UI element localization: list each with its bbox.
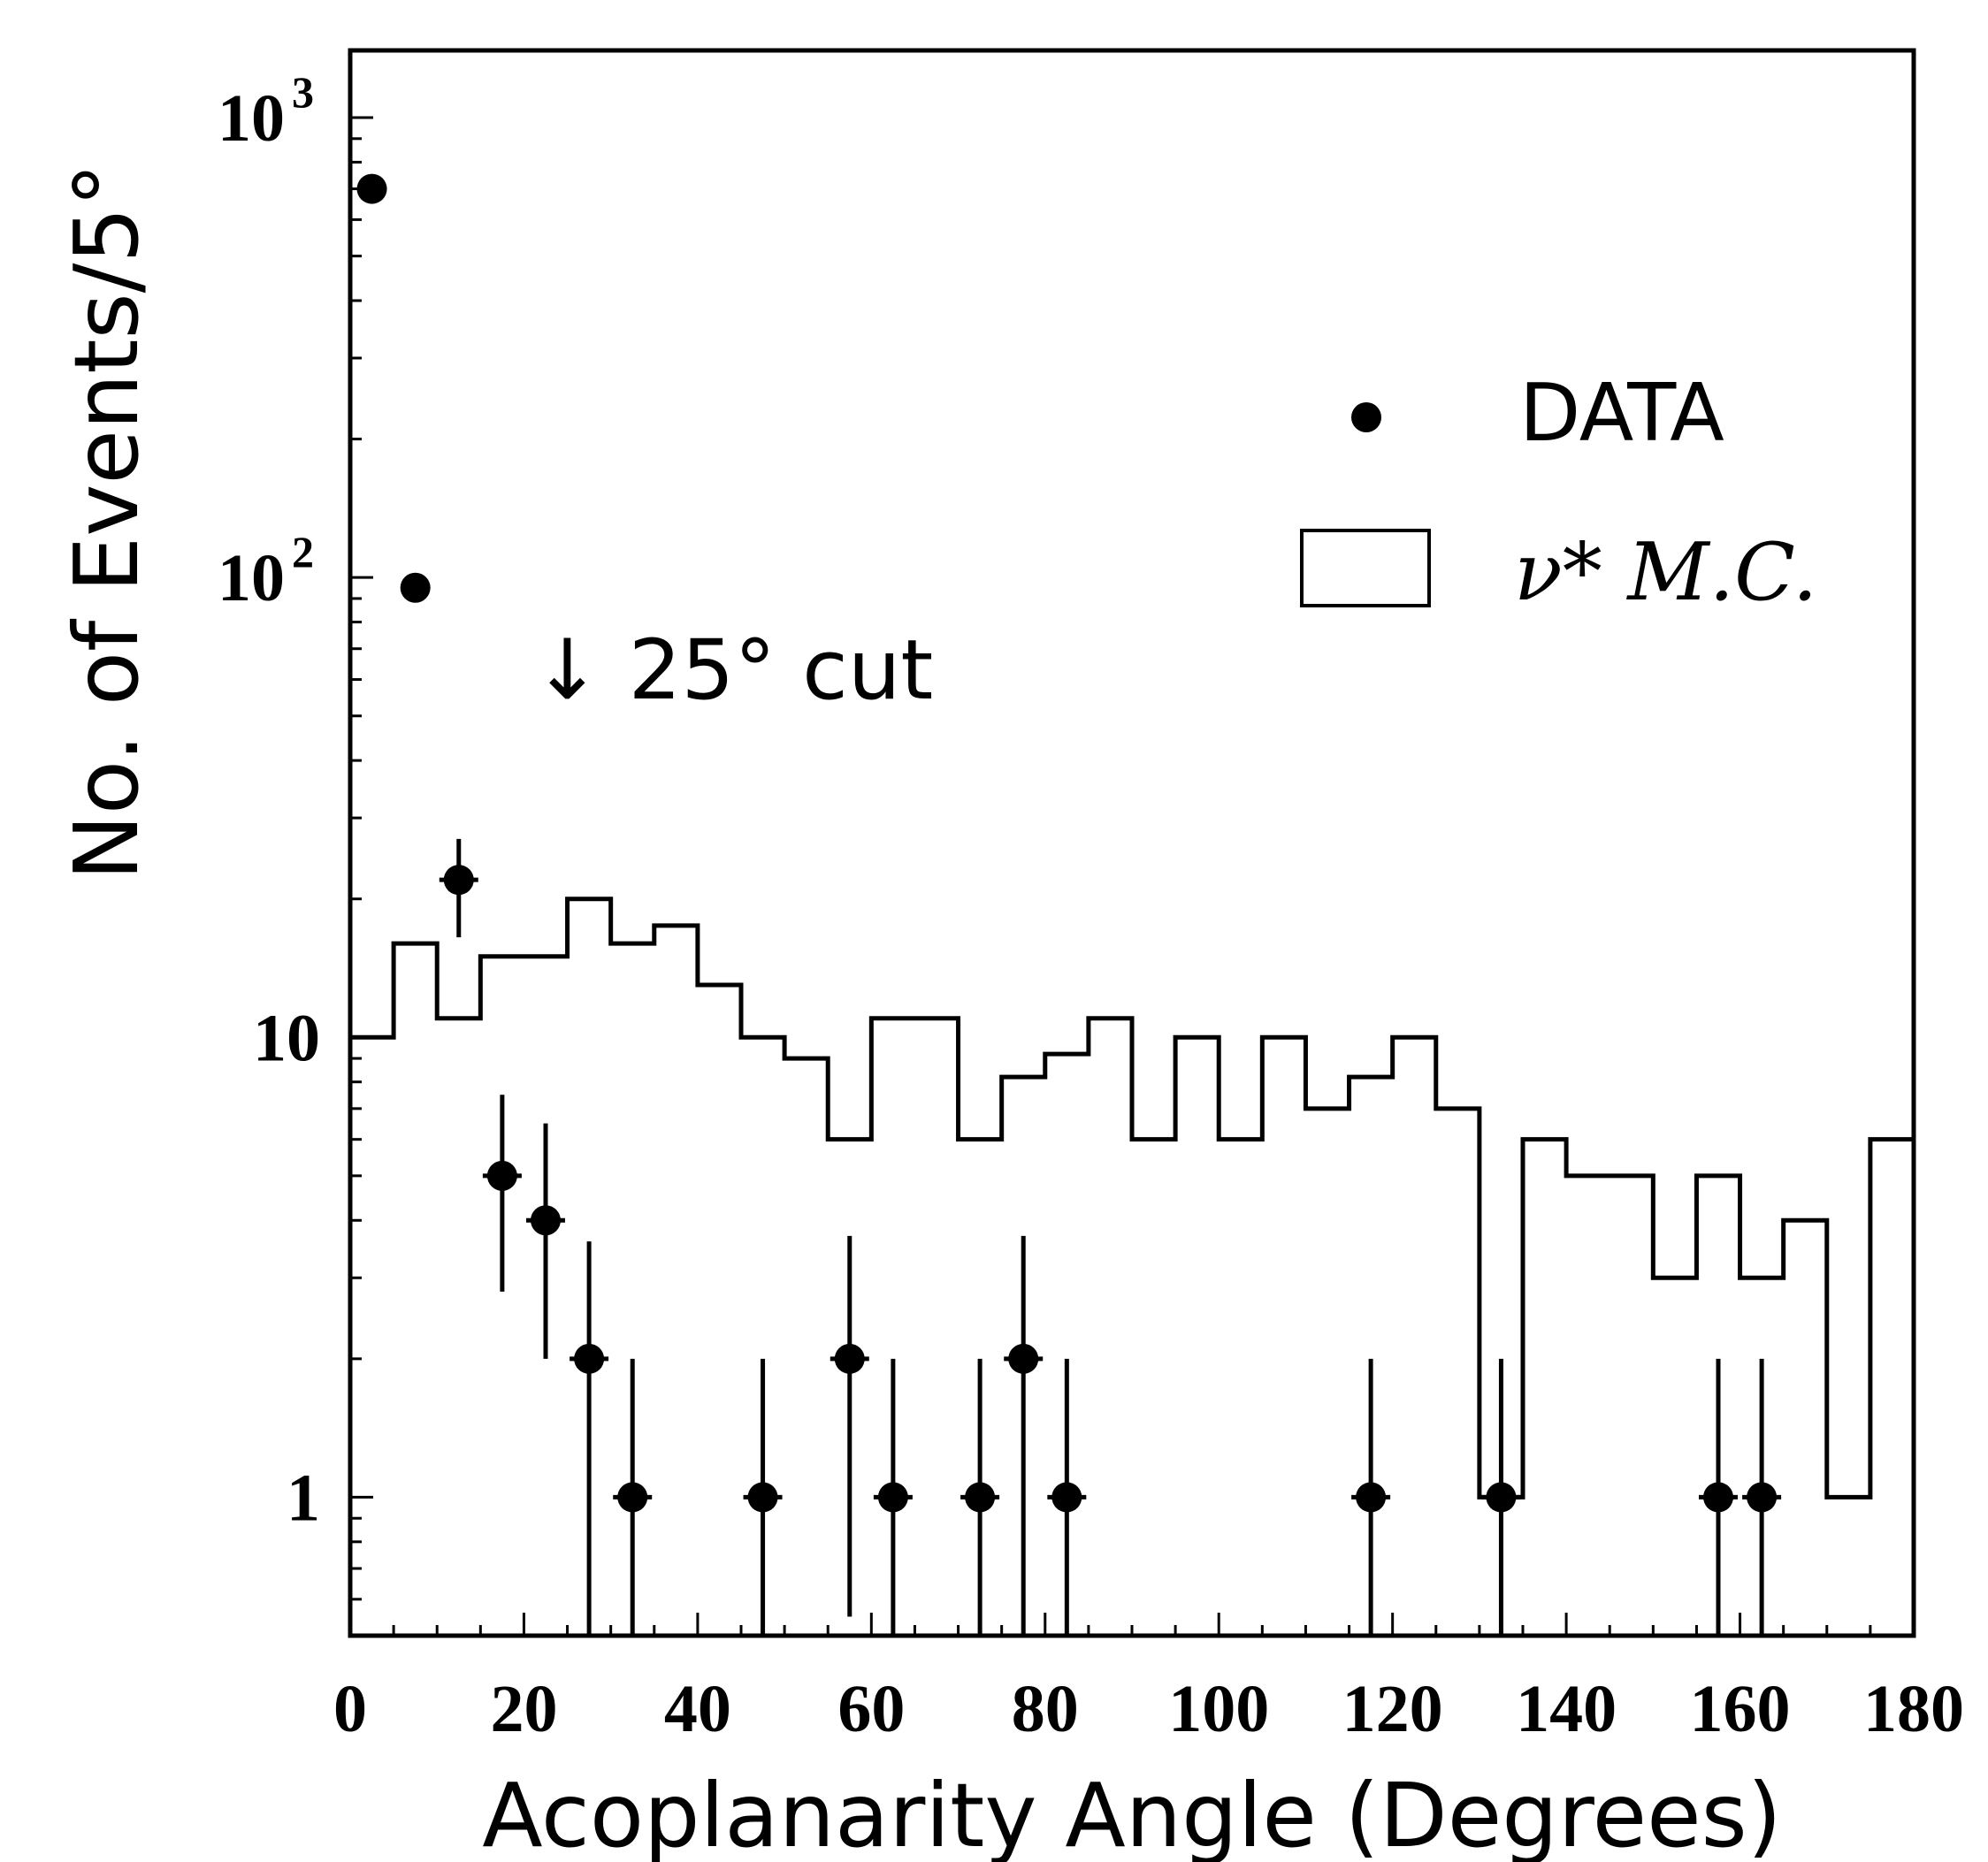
plot-frame (348, 48, 1916, 1638)
legend-mc-marker (1300, 529, 1431, 607)
data-marker (747, 1482, 778, 1513)
data-marker (877, 1482, 908, 1513)
y-tick-exponent: 2 (292, 527, 314, 576)
mc-step-line (350, 897, 1914, 1500)
data-point (1742, 1358, 1782, 1636)
data-point (439, 838, 478, 938)
data-point (1351, 1358, 1391, 1636)
data-marker (486, 1160, 517, 1191)
data-marker (834, 1343, 865, 1374)
data-point (873, 1358, 913, 1636)
x-tick-label: 40 (664, 1672, 731, 1746)
axis-ticks (348, 116, 1915, 1637)
data-point (482, 1095, 522, 1292)
data-marker (617, 1482, 648, 1513)
data-marker (1008, 1343, 1039, 1374)
x-tick-label: 180 (1863, 1672, 1964, 1746)
data-marker (1356, 1482, 1387, 1513)
x-axis-label: Acoplanarity Angle (Degrees) (482, 1764, 1782, 1862)
y-tick-label: 10 (218, 541, 285, 615)
y-tick-label: 10 (218, 81, 285, 156)
x-tick-labels: 0 20 40 60 80 100 120 140 160 180 (333, 1672, 1964, 1746)
x-tick-label: 120 (1342, 1672, 1443, 1746)
data-point (1004, 1235, 1044, 1636)
data-marker (1747, 1482, 1778, 1513)
data-point (1699, 1358, 1738, 1636)
data-point (570, 1241, 609, 1636)
legend-data-marker (1351, 402, 1381, 432)
data-point (830, 1235, 869, 1617)
cut-annotation: ↓ 25° cut (532, 622, 933, 719)
y-tick-exponent: 3 (292, 67, 314, 117)
data-point (526, 1123, 565, 1359)
data-point (743, 1358, 783, 1636)
legend: DATA ν* M.C. (1300, 367, 1817, 619)
data-marker (1486, 1482, 1517, 1513)
data-points (356, 173, 1782, 1636)
y-axis-label: No. of Events/5° (55, 163, 158, 881)
x-tick-label: 140 (1516, 1672, 1617, 1746)
data-point (400, 572, 431, 603)
data-marker (356, 173, 387, 204)
data-marker (400, 572, 431, 603)
x-tick-label: 0 (333, 1672, 367, 1746)
legend-data-label: DATA (1519, 367, 1724, 460)
data-point (356, 173, 387, 204)
x-tick-label: 160 (1690, 1672, 1791, 1746)
data-marker (531, 1205, 561, 1236)
data-marker (1703, 1482, 1733, 1513)
data-marker (574, 1343, 605, 1374)
data-marker (443, 865, 474, 896)
data-point (1047, 1358, 1087, 1636)
data-marker (1051, 1482, 1082, 1513)
x-tick-label: 100 (1168, 1672, 1269, 1746)
y-tick-label: 10 (253, 1001, 320, 1075)
legend-mc-label: ν* M.C. (1514, 526, 1817, 619)
data-point (1481, 1358, 1521, 1636)
data-point (613, 1358, 653, 1636)
x-tick-label: 60 (837, 1672, 905, 1746)
x-tick-label: 80 (1012, 1672, 1079, 1746)
data-point (960, 1358, 1000, 1636)
data-marker (965, 1482, 996, 1513)
y-tick-label: 1 (287, 1461, 320, 1535)
x-tick-label: 20 (490, 1672, 557, 1746)
mc-histogram (350, 897, 1914, 1500)
